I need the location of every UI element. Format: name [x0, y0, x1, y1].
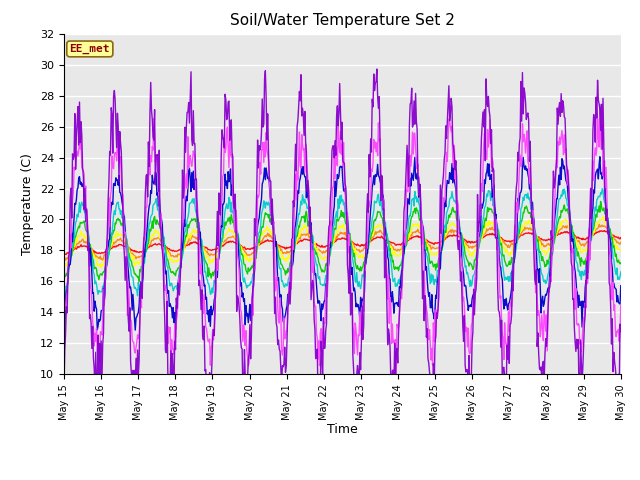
Legend: -16cm, -8cm, -2cm, +2cm, +8cm, +16cm, +32cm, +64cm: -16cm, -8cm, -2cm, +2cm, +8cm, +16cm, +3… — [113, 478, 516, 480]
X-axis label: Time: Time — [327, 423, 358, 436]
Y-axis label: Temperature (C): Temperature (C) — [22, 153, 35, 255]
Text: EE_met: EE_met — [70, 44, 110, 54]
Title: Soil/Water Temperature Set 2: Soil/Water Temperature Set 2 — [230, 13, 455, 28]
